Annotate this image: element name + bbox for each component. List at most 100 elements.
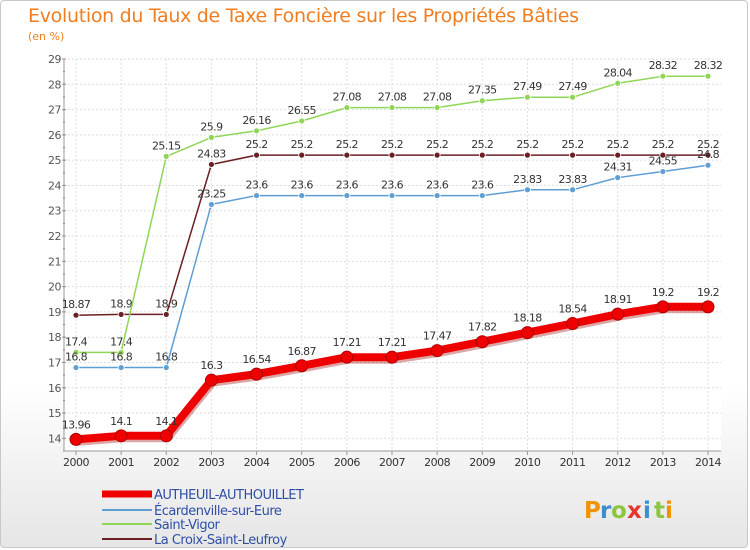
data-label: 17.47 [423,330,452,343]
data-point [298,151,306,159]
data-label: 23.25 [197,187,226,200]
data-label: 18.54 [558,303,587,316]
data-label: 27.49 [558,80,587,93]
data-point [704,151,712,159]
data-point [253,192,260,199]
x-tick-label: 2005 [289,456,315,469]
data-label: 27.49 [513,80,542,93]
data-point [72,364,80,371]
data-point [659,168,667,175]
y-tick-label: 22 [48,230,61,243]
data-label: 25.2 [697,138,719,151]
data-point [162,364,170,371]
data-point [159,429,173,443]
data-label: 16.3 [200,359,223,372]
data-label: 16.87 [287,345,316,358]
series-3: 18.87 18.9 18.9 24.83 25.2 25.2 25.2 25.2 25.2 25… [62,138,720,319]
data-label: 25.15 [152,139,181,152]
x-tick-label: 2007 [379,456,405,469]
data-label: 28.04 [603,66,632,79]
data-point [343,151,351,159]
data-label: 18.87 [62,298,91,311]
data-point [208,201,215,208]
data-label: 23.6 [381,179,404,192]
data-label: 17.21 [333,336,362,349]
data-point [117,364,125,371]
x-tick-label: 2008 [424,456,450,469]
data-label: 16.8 [110,351,133,364]
y-tick-label: 15 [48,407,61,420]
y-tick-label: 27 [48,104,61,117]
data-point [343,104,351,111]
data-point [614,151,622,159]
data-point [72,348,80,356]
y-tick-label: 18 [48,331,61,344]
data-point [659,151,667,159]
legend-label: Saint-Vigor [154,518,221,533]
data-point [433,192,441,199]
data-label: 24.31 [603,161,632,174]
data-point [478,192,486,199]
data-point [478,97,486,105]
data-label: 23.6 [426,179,449,192]
y-axis-unit: (en %) [28,30,65,43]
y-tick-label: 29 [48,53,61,66]
data-point [117,311,125,318]
data-point [569,186,576,194]
data-point [253,151,260,159]
data-label: 17.4 [65,335,88,348]
data-label: 27.08 [423,91,452,104]
data-point [208,161,215,168]
data-label: 18.18 [513,312,542,325]
data-point [433,151,441,159]
legend-label: La Croix-Saint-Leufroy [154,533,288,548]
data-label: 23.83 [558,173,587,186]
brand-letter: t [654,498,665,524]
y-tick-label: 20 [48,281,61,294]
data-label: 19.2 [697,286,719,299]
legend: AUTHEUIL-AUTHOUILLETÉcardenville-sur-Eur… [102,488,305,548]
data-label: 16.8 [155,351,178,364]
x-tick-label: 2014 [695,456,721,469]
data-label: 17.82 [468,321,497,334]
data-point [566,317,580,331]
x-tick-label: 2012 [605,456,631,469]
data-label: 25.2 [426,138,448,151]
data-label: 18.9 [155,297,178,310]
brand-letter: r [600,498,612,524]
x-tick-label: 2011 [560,456,586,469]
data-point [659,72,667,80]
data-point [569,93,576,101]
data-point [524,151,531,159]
data-label: 25.2 [336,138,358,151]
data-label: 16.8 [65,351,88,364]
y-tick-label: 25 [48,154,61,167]
data-point [298,117,306,125]
y-tick-label: 19 [48,306,61,319]
brand-letter: x [627,498,642,524]
x-tick-label: 2001 [108,456,134,469]
data-point [524,93,531,101]
data-point [614,79,622,87]
data-point [295,359,309,373]
y-tick-label: 26 [48,129,61,142]
data-label: 25.2 [562,138,584,151]
data-point [340,350,354,364]
data-point [701,300,715,314]
data-label: 26.55 [287,104,316,117]
y-tick-label: 21 [48,255,61,268]
data-label: 17.21 [378,336,407,349]
y-tick-label: 16 [48,382,61,395]
data-point [253,127,260,135]
data-label: 18.91 [603,293,632,306]
data-point [385,350,399,364]
data-point [430,344,444,358]
data-label: 23.6 [291,179,314,192]
brand-letter: o [611,498,627,524]
data-point [656,300,670,314]
data-point [520,326,534,340]
y-tick-label: 14 [48,432,61,445]
data-point [114,429,128,443]
